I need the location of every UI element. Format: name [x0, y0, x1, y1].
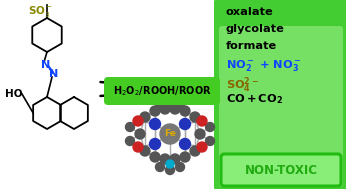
Text: $\mathbf{NO_2^-}$ + $\mathbf{NO_3^-}$: $\mathbf{NO_2^-}$ + $\mathbf{NO_3^-}$ [226, 58, 302, 73]
Circle shape [140, 146, 150, 156]
Circle shape [150, 106, 160, 116]
Circle shape [140, 112, 150, 122]
Text: oxalate: oxalate [226, 7, 274, 17]
Text: N: N [49, 69, 58, 79]
Text: HO: HO [5, 89, 22, 99]
Circle shape [149, 139, 161, 149]
Circle shape [197, 142, 207, 152]
FancyBboxPatch shape [104, 77, 220, 105]
Circle shape [150, 152, 160, 162]
Circle shape [166, 160, 174, 168]
Circle shape [197, 116, 207, 126]
FancyBboxPatch shape [214, 0, 346, 189]
Text: formate: formate [226, 41, 277, 51]
Circle shape [170, 104, 180, 114]
Circle shape [180, 106, 190, 116]
Circle shape [160, 124, 180, 144]
Circle shape [133, 142, 143, 152]
Circle shape [160, 154, 170, 164]
Circle shape [165, 166, 174, 174]
FancyBboxPatch shape [219, 26, 343, 187]
Circle shape [165, 97, 174, 105]
Text: N: N [41, 60, 50, 70]
Text: $\mathbf{CO + CO_2}$: $\mathbf{CO + CO_2}$ [226, 92, 283, 106]
Text: Fe: Fe [164, 129, 176, 139]
Text: NON-TOXIC: NON-TOXIC [245, 163, 318, 177]
Text: glycolate: glycolate [226, 24, 285, 34]
Circle shape [126, 122, 135, 132]
Circle shape [149, 119, 161, 129]
Circle shape [206, 136, 215, 146]
Circle shape [190, 112, 200, 122]
Circle shape [170, 154, 180, 164]
Circle shape [160, 104, 170, 114]
Circle shape [175, 99, 184, 108]
Circle shape [190, 146, 200, 156]
Circle shape [180, 139, 191, 149]
Circle shape [133, 116, 143, 126]
Text: H$_2$O$_2$/ROOH/ROOR: H$_2$O$_2$/ROOH/ROOR [113, 84, 211, 98]
Circle shape [180, 119, 191, 129]
Text: $\mathbf{SO_4^{2-}}$: $\mathbf{SO_4^{2-}}$ [226, 75, 259, 95]
Circle shape [135, 129, 145, 139]
Circle shape [155, 163, 164, 171]
Circle shape [180, 152, 190, 162]
Text: SO$_3^-$: SO$_3^-$ [28, 4, 53, 19]
Circle shape [175, 163, 184, 171]
Circle shape [195, 129, 205, 139]
Circle shape [126, 136, 135, 146]
Circle shape [155, 99, 164, 108]
FancyBboxPatch shape [221, 154, 341, 186]
Circle shape [206, 122, 215, 132]
